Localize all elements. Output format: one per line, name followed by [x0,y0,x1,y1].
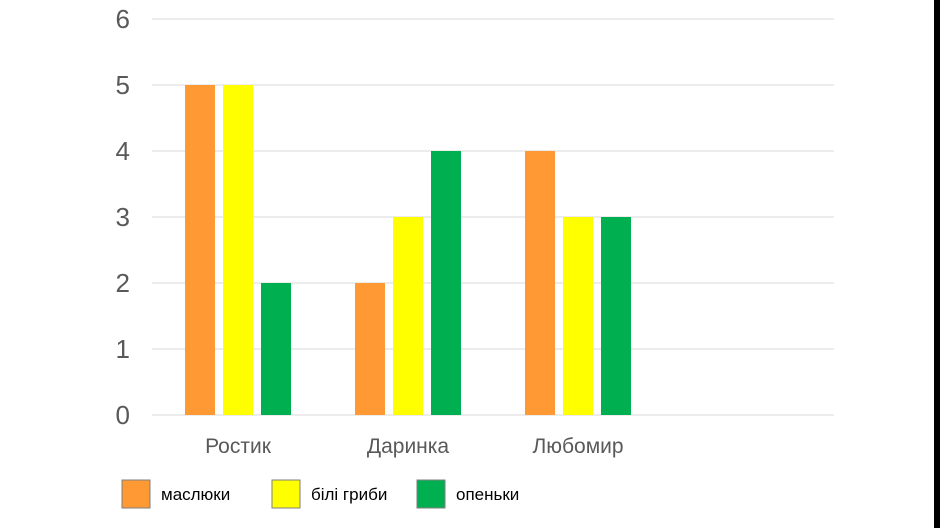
gridlines [152,18,834,416]
y-tick-label: 1 [116,334,130,364]
legend: маслюки білі гриби опеньки [121,479,519,509]
y-tick-label: 3 [116,202,130,232]
category-label: Любомир [532,435,623,458]
bar-2-series-1 [355,283,385,415]
y-tick-label: 4 [116,136,130,166]
legend-label: опеньки [456,485,519,504]
bar-1-series-2 [223,85,253,415]
window-edge [934,0,940,528]
bar-2-series-2 [393,217,423,415]
legend-swatch-series-3 [416,479,446,509]
y-axis-ticks: 0 1 2 3 4 5 6 [116,4,130,430]
legend-label: маслюки [161,485,230,504]
legend-label: білі гриби [311,485,387,504]
bar-3-series-2 [563,217,593,415]
bar-1-series-1 [185,85,215,415]
y-tick-label: 6 [116,4,130,34]
bars [185,85,631,415]
category-label: Ростик [205,435,272,458]
y-tick-label: 2 [116,268,130,298]
legend-swatch-series-1 [121,479,151,509]
category-label: Даринка [367,435,450,458]
bar-1-series-3 [261,283,291,415]
bar-3-series-1 [525,151,555,415]
category-labels: Ростик Даринка Любомир [205,435,623,458]
y-tick-label: 5 [116,70,130,100]
y-tick-label: 0 [116,400,130,430]
bar-3-series-3 [601,217,631,415]
legend-swatch-series-2 [271,479,301,509]
bar-2-series-3 [431,151,461,415]
